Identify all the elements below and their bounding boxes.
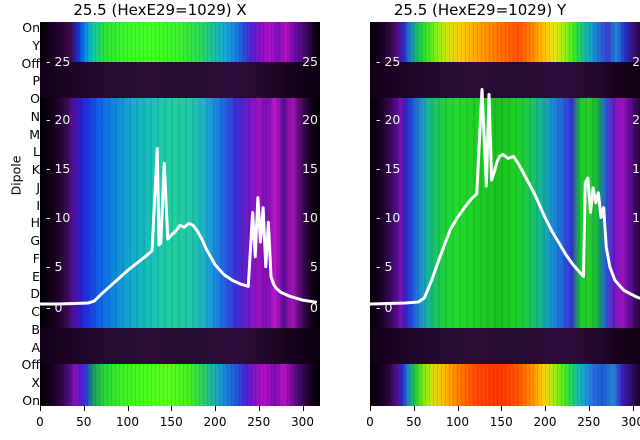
gutter-label-6: M — [29, 126, 40, 142]
heatmap-stripes-bottom-x — [40, 364, 320, 406]
ytick-out-x-20: 20 — [302, 112, 318, 127]
gutter-label-0: On — [22, 20, 40, 35]
xtick-label-2: 100 — [446, 415, 469, 429]
gutter-labels-left: On Y Off P O N M L K J I H G F E D C B A Off X On — [2, 20, 43, 408]
ytick-in-y-5: - 5 — [376, 259, 393, 274]
ytick-in-y-25: - 25 — [376, 54, 401, 69]
panel-title-y: 25.5 (HexE29=1029) Y — [393, 1, 567, 19]
xtick-label-1: 50 — [406, 415, 422, 429]
gutter-label-13: F — [32, 250, 40, 266]
ytick-out-y-25: 25 — [632, 54, 640, 69]
ytick-out-x-10: 10 — [302, 210, 318, 225]
gutter-label-15: D — [30, 286, 40, 302]
xtick-mark-2 — [127, 406, 129, 411]
xtick-mark-5 — [588, 406, 590, 411]
gutter-label-3: P — [32, 73, 40, 89]
heatmap-stripes-bottom-y — [370, 364, 640, 406]
heatmap-gap-top-y — [370, 62, 640, 98]
gutter-label-18: A — [31, 339, 40, 355]
ytick-in-x-20: - 20 — [46, 112, 71, 127]
x-axis-panel-y: 0 50 100 150 200 250 300 — [366, 406, 640, 436]
ytick-out-x-15: 15 — [302, 161, 318, 176]
heatmap-band-top-x — [40, 22, 320, 62]
ytick-in-x-0: - 0 — [46, 300, 63, 315]
gutter-label-14: E — [32, 268, 40, 284]
ytick-in-y-0: - 0 — [376, 300, 393, 315]
ytick-in-x-5: - 5 — [46, 259, 63, 274]
heatmap-band-bottom-x — [40, 364, 320, 406]
ytick-out-x-5: 5 — [310, 259, 318, 274]
gutter-label-9: J — [36, 179, 40, 195]
gutter-label-16: C — [31, 304, 40, 319]
xtick-mark-6 — [632, 406, 634, 411]
xtick-label-3: 150 — [489, 415, 513, 429]
gutter-label-17: B — [31, 321, 40, 337]
xtick-label-3: 150 — [159, 415, 183, 429]
gutter-label-4: O — [30, 91, 40, 106]
heatmap-band-bottom-y — [370, 364, 640, 406]
gutter-label-10: I — [36, 197, 40, 213]
xtick-label-1: 50 — [76, 415, 92, 429]
gutter-label-5: N — [30, 108, 40, 124]
gutter-label-1: Y — [32, 37, 40, 53]
xtick-mark-6 — [302, 406, 304, 411]
ytick-out-y-15: 15 — [632, 161, 640, 176]
ytick-out-x-25: 25 — [302, 54, 318, 69]
xtick-mark-3 — [501, 406, 503, 411]
xtick-label-0: 0 — [366, 415, 374, 429]
gutter-label-12: G — [30, 233, 40, 248]
xtick-mark-0 — [370, 406, 371, 411]
heatmap-stripes-top-y — [370, 22, 640, 62]
heatmap-panel-y[interactable]: - 25 - 20 - 15 - 10 - 5 - 0 25 20 15 10 … — [370, 22, 640, 406]
heatmap-stripes-top-x — [40, 22, 320, 62]
x-axis-panel-x: 0 50 100 150 200 250 300 — [36, 406, 320, 436]
heatmap-gap-top-x — [40, 62, 320, 98]
heatmap-stripes-main-x — [40, 98, 320, 328]
ytick-out-y-20: 20 — [632, 112, 640, 127]
ytick-in-y-15: - 15 — [376, 161, 401, 176]
xtick-label-0: 0 — [36, 415, 44, 429]
heatmap-band-main-y — [370, 98, 640, 328]
xtick-mark-5 — [258, 406, 260, 411]
xtick-label-5: 250 — [247, 415, 271, 429]
xtick-mark-1 — [83, 406, 85, 411]
xtick-mark-3 — [171, 406, 173, 411]
panel-title-x: 25.5 (HexE29=1029) X — [73, 1, 247, 19]
xtick-label-6: 300 — [291, 415, 314, 429]
ytick-in-x-10: - 10 — [46, 210, 71, 225]
heatmap-band-main-x — [40, 98, 320, 328]
xtick-label-4: 200 — [533, 415, 557, 429]
gutter-label-8: K — [31, 162, 40, 177]
xtick-mark-4 — [215, 406, 216, 411]
heatmap-band-top-y — [370, 22, 640, 62]
heatmap-gap-bottom-x — [40, 328, 320, 364]
gutter-label-7: L — [33, 144, 40, 160]
ytick-in-y-20: - 20 — [376, 112, 401, 127]
heatmap-stripes-main-y — [370, 98, 640, 328]
ytick-in-x-25: - 25 — [46, 54, 71, 69]
xtick-mark-0 — [40, 406, 41, 411]
xtick-mark-4 — [545, 406, 546, 411]
xtick-label-2: 100 — [116, 415, 139, 429]
gutter-label-2: Off — [21, 55, 40, 71]
xtick-mark-1 — [413, 406, 415, 411]
xtick-mark-2 — [457, 406, 459, 411]
gutter-label-21: On — [22, 392, 40, 408]
gutter-label-20: X — [31, 375, 40, 390]
xtick-label-5: 250 — [577, 415, 601, 429]
gutter-label-19: Off — [21, 357, 40, 373]
gutter-label-11: H — [30, 215, 40, 231]
ytick-in-x-15: - 15 — [46, 161, 71, 176]
xtick-label-4: 200 — [203, 415, 227, 429]
ytick-out-y-10: 10 — [632, 210, 640, 225]
xtick-label-6: 300 — [621, 415, 640, 429]
heatmap-gap-bottom-y — [370, 328, 640, 364]
ytick-out-x-0: 0 — [310, 300, 318, 315]
heatmap-panel-x[interactable]: - 25 - 20 - 15 - 10 - 5 - 0 25 20 15 10 … — [40, 22, 320, 406]
ytick-in-y-10: - 10 — [376, 210, 401, 225]
